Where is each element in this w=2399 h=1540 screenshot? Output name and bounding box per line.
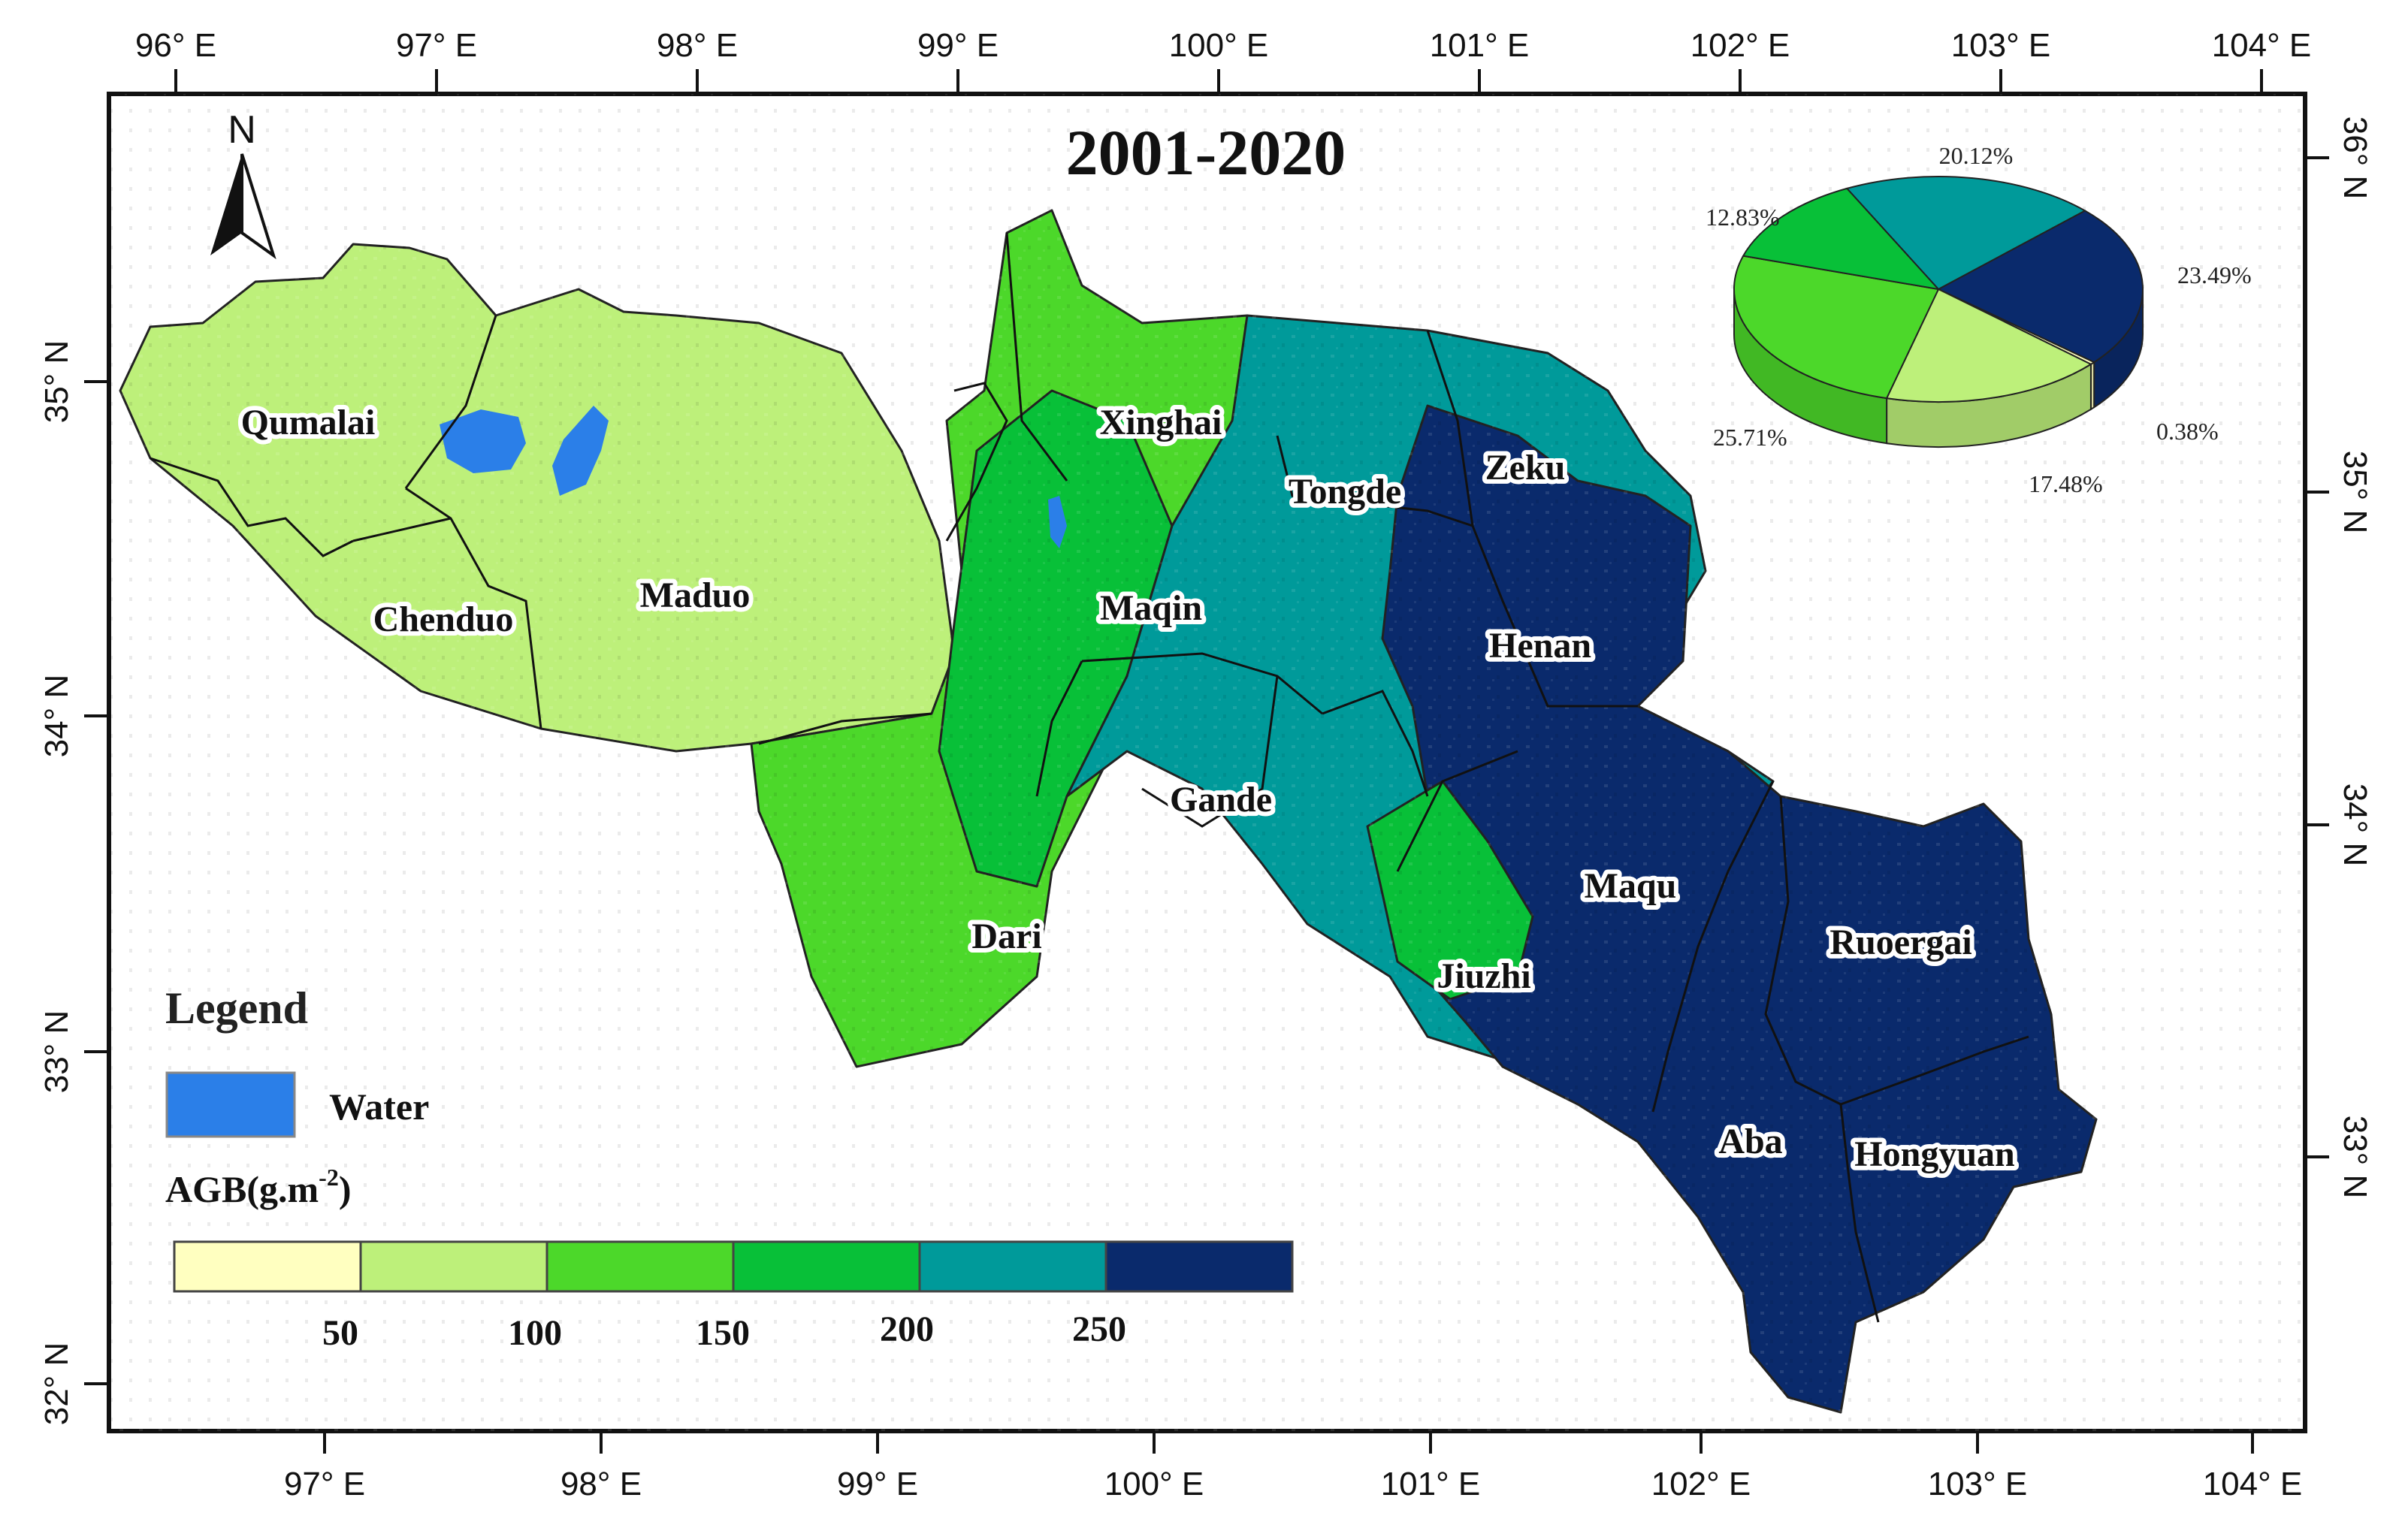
left-axis-label: 33° N <box>38 1010 75 1094</box>
county-label-xinghai: Xinghai <box>1100 403 1222 442</box>
legend: Legend Water AGB(g.m-2) 50 100 150 200 2… <box>165 983 1294 1353</box>
county-label-ruoergai: Ruoergai <box>1829 922 1971 962</box>
county-label-jiuzhi: Jiuzhi <box>1437 956 1530 996</box>
county-label-maqin: Maqin <box>1100 588 1202 628</box>
lake-ngoring <box>552 406 609 496</box>
pie-slice <box>1885 288 2092 403</box>
top-axis-label: 102° E <box>1690 27 1790 64</box>
left-axis-label: 35° N <box>38 340 75 424</box>
colorbar-class-100 <box>359 1240 548 1293</box>
pie-slice <box>1936 210 2144 364</box>
agb-colorbar <box>173 1240 1294 1293</box>
county-label-tongde: Tongde <box>1289 472 1401 512</box>
county-boundaries <box>150 232 2029 1323</box>
pie-label: 12.83% <box>1706 204 1780 231</box>
legend-agb-label: AGB(g.m-2) <box>165 1164 351 1210</box>
pie-label: 23.49% <box>2177 261 2252 288</box>
colorbar-break-label: 200 <box>880 1309 934 1349</box>
pie-label: 0.38% <box>2156 418 2219 445</box>
left-axis-label: 34° N <box>38 675 75 758</box>
lake-small <box>1048 496 1067 548</box>
top-axis-label: 98° E <box>657 27 738 64</box>
top-axis-label: 100° E <box>1169 27 1269 64</box>
pie-slice <box>1742 187 1941 291</box>
right-axis-label: 35° N <box>2337 451 2373 534</box>
bottom-axis-label: 98° E <box>560 1466 642 1502</box>
colorbar-class-max <box>1104 1240 1294 1293</box>
bottom-axis-label: 101° E <box>1381 1466 1481 1502</box>
county-label-gande: Gande <box>1170 780 1272 820</box>
colorbar-class-250 <box>918 1240 1107 1293</box>
colorbar-break-label: 150 <box>696 1313 750 1353</box>
lake-gyaring <box>440 409 526 473</box>
right-ticks <box>2305 156 2329 1158</box>
county-label-hongyuan: Hongyuan <box>1854 1134 2014 1174</box>
agb-label-text: AGB(g.m <box>165 1168 319 1210</box>
bottom-axis-label: 102° E <box>1651 1466 1751 1502</box>
legend-water-label: Water <box>329 1086 429 1128</box>
north-arrow-label: N <box>228 108 256 152</box>
colorbar-break-label: 250 <box>1072 1309 1126 1349</box>
bottom-axis-label: 99° E <box>837 1466 918 1502</box>
colorbar-class-50 <box>173 1240 362 1293</box>
left-ticks <box>84 380 109 1385</box>
agb-label-sup: -2 <box>319 1164 339 1191</box>
colorbar-class-150 <box>545 1240 735 1293</box>
pie-label: 17.48% <box>2029 470 2103 497</box>
pie-label: 20.12% <box>1939 142 2014 169</box>
county-label-henan: Henan <box>1489 626 1591 666</box>
county-label-maduo: Maduo <box>640 575 751 615</box>
bottom-axis-label: 103° E <box>1928 1466 2028 1502</box>
county-label-zeku: Zeku <box>1485 448 1566 488</box>
agb-label-close: ) <box>339 1168 352 1210</box>
colorbar-break-label: 50 <box>322 1313 358 1353</box>
bottom-axis-label: 97° E <box>284 1466 365 1502</box>
top-axis-label: 99° E <box>917 27 999 64</box>
county-label-chenduo: Chenduo <box>373 599 514 639</box>
pie-slice <box>1845 176 2087 291</box>
north-arrow-icon <box>210 154 242 255</box>
top-axis-label: 97° E <box>396 27 477 64</box>
county-label-aba: Aba <box>1718 1122 1782 1161</box>
right-axis-label: 34° N <box>2337 784 2373 867</box>
top-axis-label: 101° E <box>1430 27 1530 64</box>
north-arrow-outline <box>240 153 276 260</box>
pie-slice <box>1733 255 1940 400</box>
map-title: 2001-2020 <box>1066 116 1346 189</box>
water-bodies <box>440 406 1067 548</box>
bottom-ticks <box>323 1431 2254 1454</box>
colorbar-class-200 <box>732 1240 921 1293</box>
top-axis-label: 104° E <box>2212 27 2312 64</box>
county-label-dari: Dari <box>971 916 1041 956</box>
bottom-axis-label: 104° E <box>2203 1466 2303 1502</box>
top-axis-label: 103° E <box>1951 27 2051 64</box>
pie-label: 25.71% <box>1713 424 1787 451</box>
top-axis-label: 96° E <box>135 27 216 64</box>
colorbar-break-label: 100 <box>508 1313 562 1353</box>
north-arrow: N <box>210 108 276 260</box>
bottom-axis-label: 100° E <box>1104 1466 1204 1502</box>
legend-heading: Legend <box>165 983 308 1033</box>
right-axis-label: 36° N <box>2337 116 2373 200</box>
left-axis-label: 32° N <box>38 1342 75 1426</box>
legend-water-swatch <box>165 1071 296 1138</box>
top-ticks <box>174 69 2263 94</box>
right-axis-label: 33° N <box>2337 1116 2373 1199</box>
county-label-qumalai: Qumalai <box>241 403 376 442</box>
agb-pie-chart <box>1733 176 2144 448</box>
county-label-maqu: Maqu <box>1585 866 1677 906</box>
